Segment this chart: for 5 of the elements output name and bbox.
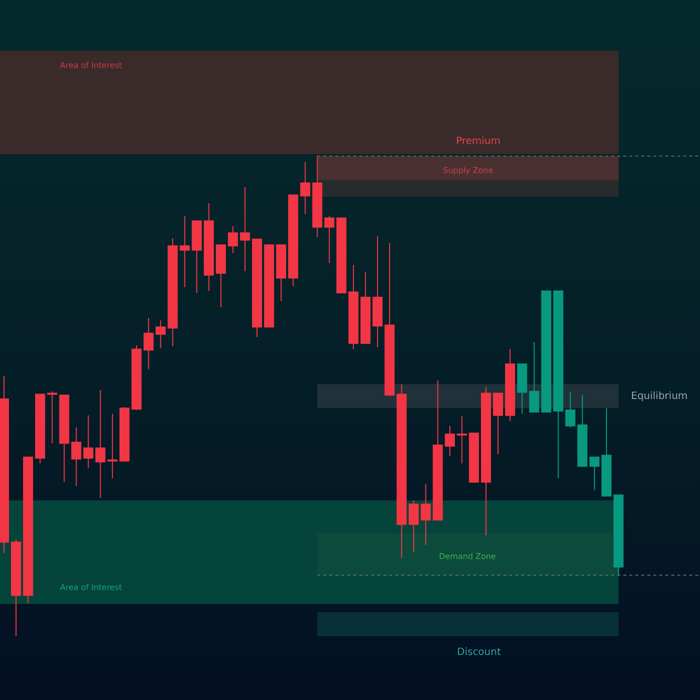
candlestick: [23, 456, 34, 604]
candlestick: [47, 390, 58, 444]
candlestick: [35, 394, 46, 464]
candlestick: [0, 375, 9, 554]
candlestick: [11, 538, 22, 637]
